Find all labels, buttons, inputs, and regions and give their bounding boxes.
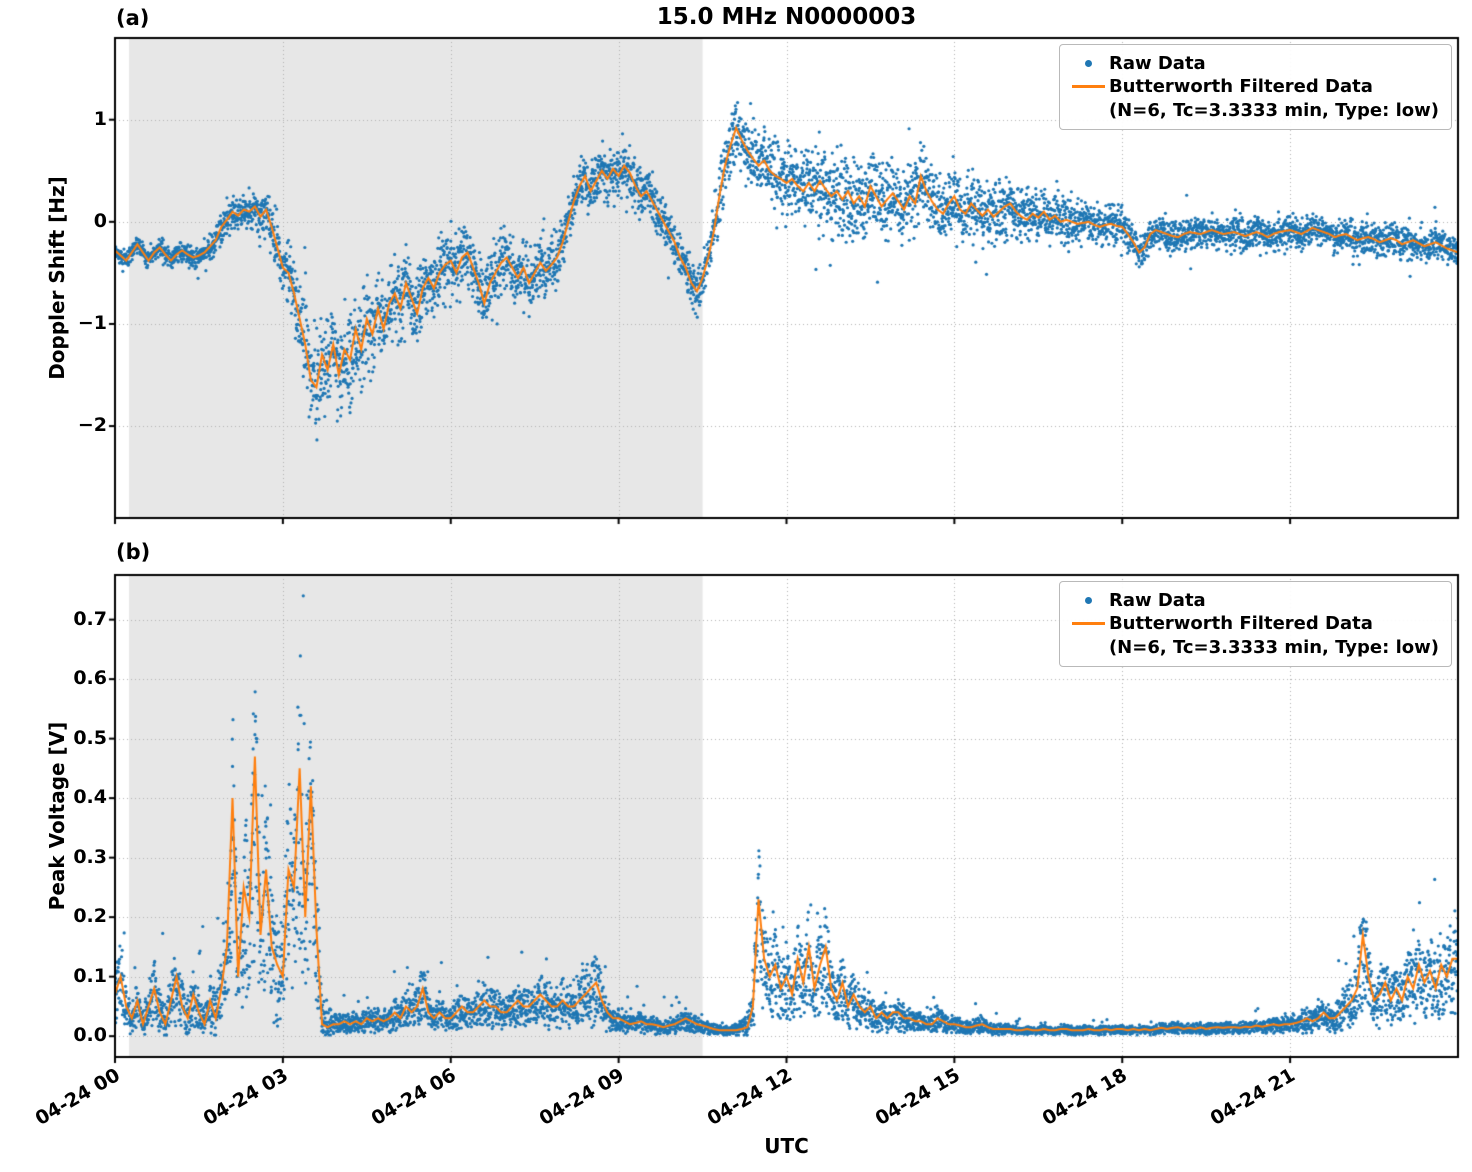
legend-panel-a: Raw Data Butterworth Filtered Data (N=6,… bbox=[1058, 44, 1452, 131]
y-tick-label: 0.7 bbox=[73, 607, 107, 630]
y-tick-label: 0.4 bbox=[73, 786, 107, 809]
x-axis-label-utc: UTC bbox=[764, 1134, 809, 1158]
legend-raw-label: Raw Data bbox=[1108, 53, 1206, 74]
y-tick-label: 0.5 bbox=[73, 726, 107, 749]
legend-row-filtered: Butterworth Filtered Data (N=6, Tc=3.333… bbox=[1069, 612, 1439, 659]
legend-raw-label: Raw Data bbox=[1108, 590, 1206, 611]
y-tick-label: −1 bbox=[77, 311, 107, 334]
legend-row-raw: Raw Data bbox=[1069, 589, 1439, 612]
raw-data-marker-icon bbox=[1085, 60, 1093, 67]
legend-filtered-label-line1: Butterworth Filtered Data bbox=[1108, 613, 1373, 635]
panel-a-label: (a) bbox=[116, 6, 150, 30]
y-axis-label-peak-voltage: Peak Voltage [V] bbox=[45, 721, 69, 911]
y-tick-label: −2 bbox=[77, 414, 107, 437]
filtered-line-marker-icon bbox=[1072, 622, 1106, 626]
y-tick-label: 0.0 bbox=[73, 1024, 107, 1047]
legend-row-filtered: Butterworth Filtered Data (N=6, Tc=3.333… bbox=[1069, 75, 1439, 122]
legend-panel-b: Raw Data Butterworth Filtered Data (N=6,… bbox=[1058, 581, 1452, 668]
figure-title: 15.0 MHz N0000003 bbox=[656, 4, 917, 30]
y-tick-label: 1 bbox=[93, 107, 107, 130]
raw-data-marker-icon bbox=[1085, 597, 1093, 604]
legend-filtered-label-line1: Butterworth Filtered Data bbox=[1108, 76, 1373, 98]
y-tick-label: 0.2 bbox=[73, 905, 107, 928]
panel-b-label: (b) bbox=[116, 540, 151, 564]
y-tick-label: 0 bbox=[93, 209, 107, 232]
y-tick-label: 0.6 bbox=[73, 667, 107, 690]
legend-filtered-label-line2: (N=6, Tc=3.3333 min, Type: low) bbox=[1108, 636, 1439, 658]
y-axis-label-doppler-shift: Doppler Shift [Hz] bbox=[45, 176, 69, 380]
filtered-line-marker-icon bbox=[1072, 85, 1106, 89]
legend-row-raw: Raw Data bbox=[1069, 52, 1439, 75]
legend-filtered-label-line2: (N=6, Tc=3.3333 min, Type: low) bbox=[1108, 99, 1439, 121]
y-tick-label: 0.1 bbox=[73, 964, 107, 987]
y-tick-label: 0.3 bbox=[73, 845, 107, 868]
